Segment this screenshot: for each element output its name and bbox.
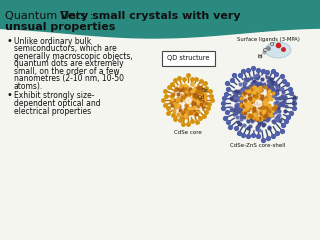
Text: Zn: Zn (292, 95, 299, 100)
Text: C: C (263, 48, 267, 53)
Text: O: O (270, 42, 274, 47)
Text: generally macroscopic objects,: generally macroscopic objects, (14, 52, 133, 61)
FancyBboxPatch shape (162, 50, 214, 66)
Text: CdSe core: CdSe core (174, 130, 202, 135)
Text: semiconductors, which are: semiconductors, which are (14, 44, 117, 54)
Text: Quantum Dots :: Quantum Dots : (5, 11, 93, 21)
Text: QD structure: QD structure (167, 55, 209, 61)
Text: Surface ligands (3-MPA): Surface ligands (3-MPA) (236, 37, 300, 42)
Ellipse shape (265, 42, 291, 58)
Text: Se: Se (202, 88, 209, 93)
Polygon shape (0, 0, 320, 25)
Text: S: S (292, 101, 295, 106)
Text: dependent optical and: dependent optical and (14, 99, 100, 108)
Text: atoms).: atoms). (14, 82, 43, 91)
Text: Unlike ordinary bulk: Unlike ordinary bulk (14, 37, 91, 46)
Text: CdSe-ZnS core-shell: CdSe-ZnS core-shell (230, 143, 286, 148)
Text: Cd: Cd (198, 95, 205, 100)
Text: unsual properties: unsual properties (5, 22, 116, 32)
Text: Exhibit strongly size-: Exhibit strongly size- (14, 91, 94, 101)
Text: H: H (258, 54, 262, 59)
Polygon shape (0, 0, 320, 31)
Text: •: • (6, 90, 12, 101)
Polygon shape (0, 0, 320, 38)
Text: Very small crystals with very: Very small crystals with very (60, 11, 241, 21)
Text: nanometres (2-10 nm, 10-50: nanometres (2-10 nm, 10-50 (14, 74, 124, 84)
Text: quantum dots are extremely: quantum dots are extremely (14, 60, 124, 68)
Text: small, on the order of a few: small, on the order of a few (14, 67, 120, 76)
Text: electrical properties: electrical properties (14, 107, 91, 115)
Text: •: • (6, 36, 12, 46)
Polygon shape (0, 0, 320, 20)
